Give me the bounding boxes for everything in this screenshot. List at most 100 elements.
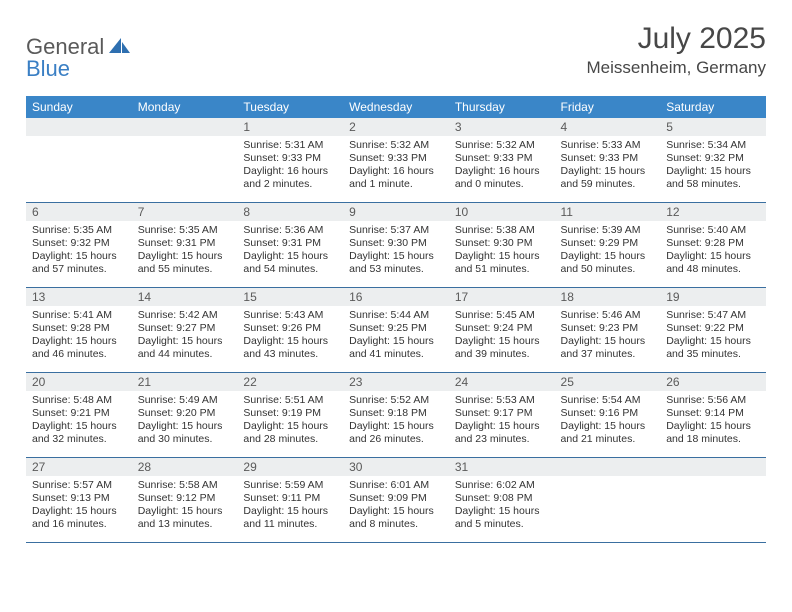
day-body: Sunrise: 5:56 AMSunset: 9:14 PMDaylight:… bbox=[660, 391, 766, 457]
daylight-text: Daylight: 15 hours and 41 minutes. bbox=[349, 335, 443, 361]
day-body: Sunrise: 5:47 AMSunset: 9:22 PMDaylight:… bbox=[660, 306, 766, 372]
calendar-day: 14Sunrise: 5:42 AMSunset: 9:27 PMDayligh… bbox=[132, 288, 238, 373]
day-body: Sunrise: 5:57 AMSunset: 9:13 PMDaylight:… bbox=[26, 476, 132, 542]
sunrise-text: Sunrise: 5:45 AM bbox=[455, 309, 549, 322]
sunrise-text: Sunrise: 5:48 AM bbox=[32, 394, 126, 407]
daylight-text: Daylight: 15 hours and 59 minutes. bbox=[561, 165, 655, 191]
daylight-text: Daylight: 15 hours and 50 minutes. bbox=[561, 250, 655, 276]
sunset-text: Sunset: 9:11 PM bbox=[243, 492, 337, 505]
day-number: 3 bbox=[449, 118, 555, 136]
day-number: 2 bbox=[343, 118, 449, 136]
sunrise-text: Sunrise: 5:34 AM bbox=[666, 139, 760, 152]
day-body: Sunrise: 5:41 AMSunset: 9:28 PMDaylight:… bbox=[26, 306, 132, 372]
sunset-text: Sunset: 9:27 PM bbox=[138, 322, 232, 335]
daylight-text: Daylight: 15 hours and 53 minutes. bbox=[349, 250, 443, 276]
daylight-text: Daylight: 15 hours and 5 minutes. bbox=[455, 505, 549, 531]
day-number: 7 bbox=[132, 203, 238, 221]
day-number: 31 bbox=[449, 458, 555, 476]
day-body: Sunrise: 5:45 AMSunset: 9:24 PMDaylight:… bbox=[449, 306, 555, 372]
sunrise-text: Sunrise: 5:32 AM bbox=[455, 139, 549, 152]
sunset-text: Sunset: 9:31 PM bbox=[138, 237, 232, 250]
day-number: 1 bbox=[237, 118, 343, 136]
daylight-text: Daylight: 15 hours and 11 minutes. bbox=[243, 505, 337, 531]
day-body: Sunrise: 5:35 AMSunset: 9:31 PMDaylight:… bbox=[132, 221, 238, 287]
sunrise-text: Sunrise: 5:36 AM bbox=[243, 224, 337, 237]
sunset-text: Sunset: 9:09 PM bbox=[349, 492, 443, 505]
calendar-day: 31Sunrise: 6:02 AMSunset: 9:08 PMDayligh… bbox=[449, 458, 555, 543]
sunset-text: Sunset: 9:30 PM bbox=[455, 237, 549, 250]
daylight-text: Daylight: 15 hours and 43 minutes. bbox=[243, 335, 337, 361]
day-number: 12 bbox=[660, 203, 766, 221]
calendar-day: 3Sunrise: 5:32 AMSunset: 9:33 PMDaylight… bbox=[449, 118, 555, 203]
calendar-week: 1Sunrise: 5:31 AMSunset: 9:33 PMDaylight… bbox=[26, 118, 766, 203]
sunrise-text: Sunrise: 5:59 AM bbox=[243, 479, 337, 492]
calendar-day: 15Sunrise: 5:43 AMSunset: 9:26 PMDayligh… bbox=[237, 288, 343, 373]
sunset-text: Sunset: 9:32 PM bbox=[666, 152, 760, 165]
day-body bbox=[555, 476, 661, 542]
day-body: Sunrise: 6:01 AMSunset: 9:09 PMDaylight:… bbox=[343, 476, 449, 542]
sunrise-text: Sunrise: 5:31 AM bbox=[243, 139, 337, 152]
daylight-text: Daylight: 15 hours and 57 minutes. bbox=[32, 250, 126, 276]
day-number: 17 bbox=[449, 288, 555, 306]
day-body bbox=[26, 136, 132, 202]
day-number: 4 bbox=[555, 118, 661, 136]
calendar-day: 22Sunrise: 5:51 AMSunset: 9:19 PMDayligh… bbox=[237, 373, 343, 458]
sunset-text: Sunset: 9:16 PM bbox=[561, 407, 655, 420]
sunrise-text: Sunrise: 5:38 AM bbox=[455, 224, 549, 237]
daylight-text: Daylight: 15 hours and 30 minutes. bbox=[138, 420, 232, 446]
day-number bbox=[555, 458, 661, 476]
sunset-text: Sunset: 9:26 PM bbox=[243, 322, 337, 335]
daylight-text: Daylight: 15 hours and 37 minutes. bbox=[561, 335, 655, 361]
calendar-week: 13Sunrise: 5:41 AMSunset: 9:28 PMDayligh… bbox=[26, 288, 766, 373]
sunrise-text: Sunrise: 5:46 AM bbox=[561, 309, 655, 322]
calendar-day: 12Sunrise: 5:40 AMSunset: 9:28 PMDayligh… bbox=[660, 203, 766, 288]
calendar-day: 1Sunrise: 5:31 AMSunset: 9:33 PMDaylight… bbox=[237, 118, 343, 203]
sunrise-text: Sunrise: 5:43 AM bbox=[243, 309, 337, 322]
month-title: July 2025 bbox=[586, 22, 766, 56]
daylight-text: Daylight: 15 hours and 39 minutes. bbox=[455, 335, 549, 361]
sunrise-text: Sunrise: 5:44 AM bbox=[349, 309, 443, 322]
day-header: Friday bbox=[555, 96, 661, 118]
day-header: Wednesday bbox=[343, 96, 449, 118]
day-header: Thursday bbox=[449, 96, 555, 118]
day-number: 5 bbox=[660, 118, 766, 136]
sunset-text: Sunset: 9:14 PM bbox=[666, 407, 760, 420]
daylight-text: Daylight: 15 hours and 28 minutes. bbox=[243, 420, 337, 446]
day-body: Sunrise: 5:53 AMSunset: 9:17 PMDaylight:… bbox=[449, 391, 555, 457]
day-body: Sunrise: 5:39 AMSunset: 9:29 PMDaylight:… bbox=[555, 221, 661, 287]
daylight-text: Daylight: 15 hours and 35 minutes. bbox=[666, 335, 760, 361]
day-number: 30 bbox=[343, 458, 449, 476]
title-block: July 2025 Meissenheim, Germany bbox=[586, 22, 766, 78]
calendar-day bbox=[660, 458, 766, 543]
calendar-day: 28Sunrise: 5:58 AMSunset: 9:12 PMDayligh… bbox=[132, 458, 238, 543]
day-body: Sunrise: 5:38 AMSunset: 9:30 PMDaylight:… bbox=[449, 221, 555, 287]
day-number bbox=[660, 458, 766, 476]
day-number: 18 bbox=[555, 288, 661, 306]
sunset-text: Sunset: 9:29 PM bbox=[561, 237, 655, 250]
daylight-text: Daylight: 15 hours and 32 minutes. bbox=[32, 420, 126, 446]
day-body: Sunrise: 5:49 AMSunset: 9:20 PMDaylight:… bbox=[132, 391, 238, 457]
daylight-text: Daylight: 15 hours and 16 minutes. bbox=[32, 505, 126, 531]
daylight-text: Daylight: 15 hours and 44 minutes. bbox=[138, 335, 232, 361]
calendar-day: 8Sunrise: 5:36 AMSunset: 9:31 PMDaylight… bbox=[237, 203, 343, 288]
sunset-text: Sunset: 9:25 PM bbox=[349, 322, 443, 335]
day-body: Sunrise: 5:44 AMSunset: 9:25 PMDaylight:… bbox=[343, 306, 449, 372]
sunrise-text: Sunrise: 5:58 AM bbox=[138, 479, 232, 492]
calendar-header-row: SundayMondayTuesdayWednesdayThursdayFrid… bbox=[26, 96, 766, 118]
daylight-text: Daylight: 16 hours and 2 minutes. bbox=[243, 165, 337, 191]
sunrise-text: Sunrise: 5:32 AM bbox=[349, 139, 443, 152]
day-body bbox=[132, 136, 238, 202]
calendar-day: 26Sunrise: 5:56 AMSunset: 9:14 PMDayligh… bbox=[660, 373, 766, 458]
sunrise-text: Sunrise: 5:35 AM bbox=[32, 224, 126, 237]
calendar-day bbox=[132, 118, 238, 203]
calendar-day: 20Sunrise: 5:48 AMSunset: 9:21 PMDayligh… bbox=[26, 373, 132, 458]
day-number: 29 bbox=[237, 458, 343, 476]
day-body: Sunrise: 5:37 AMSunset: 9:30 PMDaylight:… bbox=[343, 221, 449, 287]
daylight-text: Daylight: 15 hours and 23 minutes. bbox=[455, 420, 549, 446]
day-number: 26 bbox=[660, 373, 766, 391]
daylight-text: Daylight: 15 hours and 46 minutes. bbox=[32, 335, 126, 361]
calendar-day: 25Sunrise: 5:54 AMSunset: 9:16 PMDayligh… bbox=[555, 373, 661, 458]
calendar-day: 19Sunrise: 5:47 AMSunset: 9:22 PMDayligh… bbox=[660, 288, 766, 373]
sunset-text: Sunset: 9:21 PM bbox=[32, 407, 126, 420]
calendar-day: 29 Sunrise: 5:59 AMSunset: 9:11 PMDayligh… bbox=[237, 458, 343, 543]
